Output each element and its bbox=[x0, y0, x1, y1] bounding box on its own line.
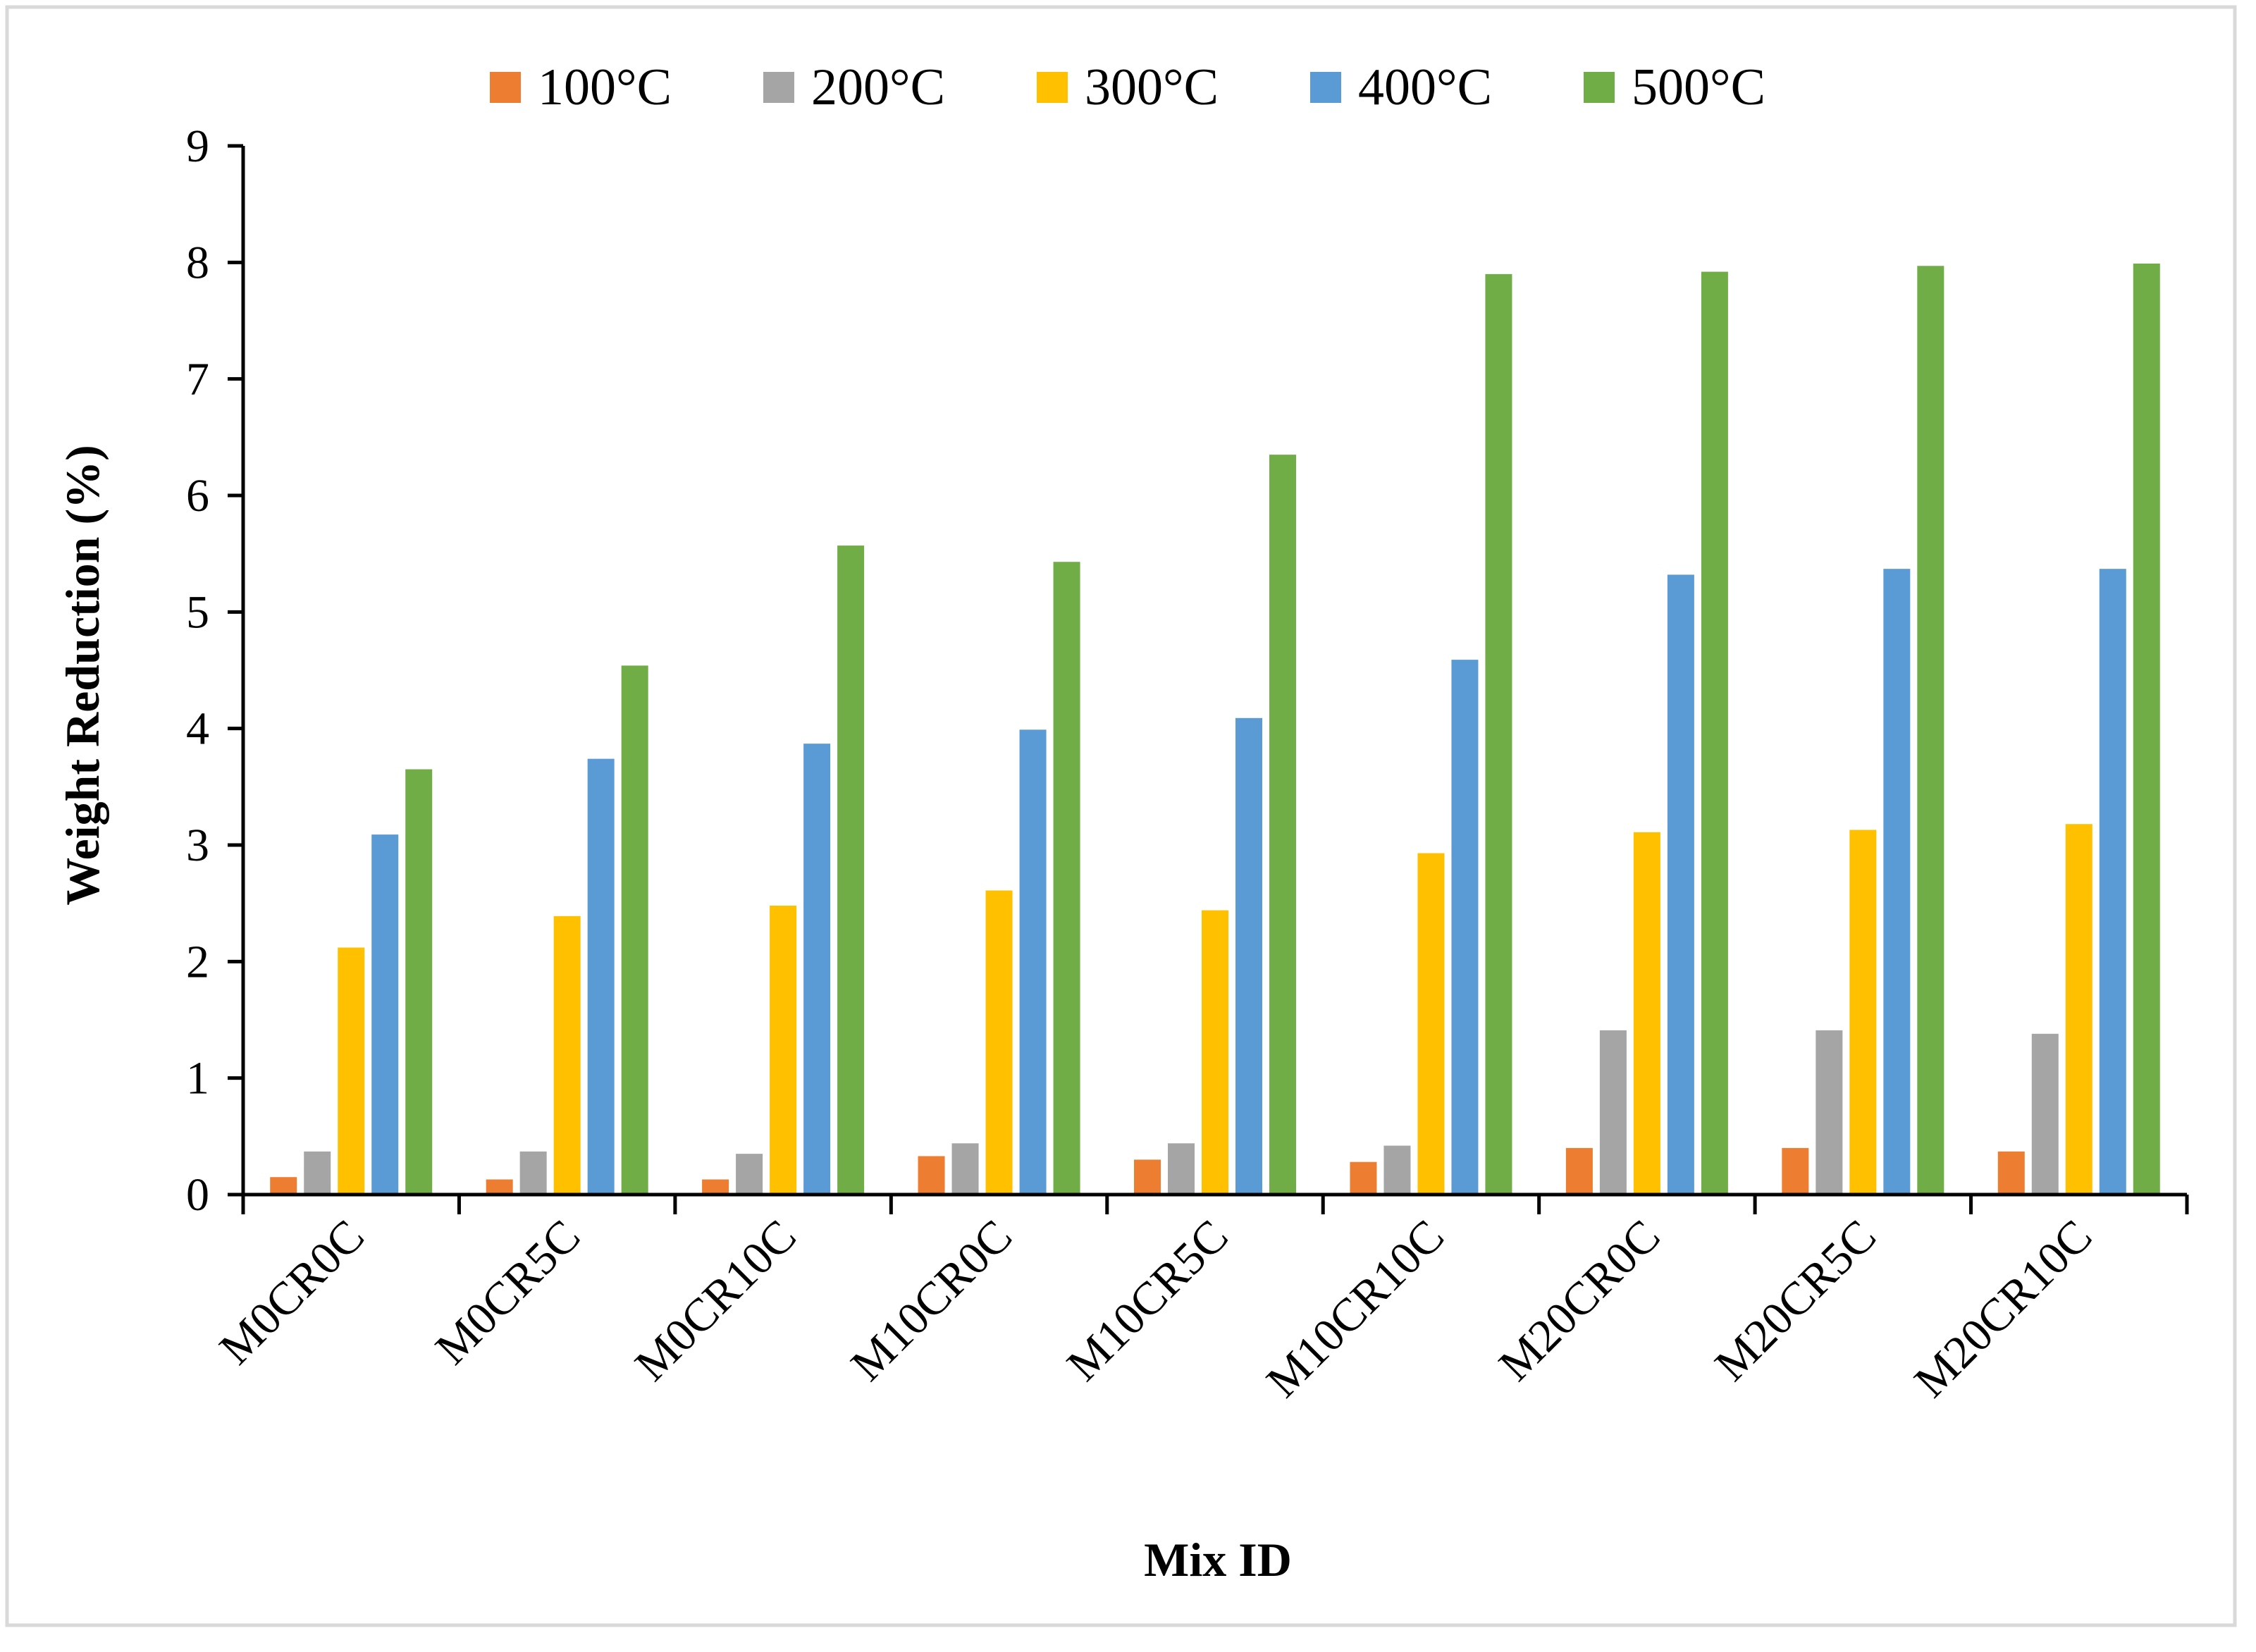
y-tick-label: 3 bbox=[186, 820, 209, 871]
legend-swatch-200°C bbox=[763, 72, 794, 103]
bar-500°C-M20CR5C bbox=[1917, 266, 1944, 1195]
legend-label-300°C: 300°C bbox=[1085, 58, 1219, 116]
legend: 100°C 200°C 300°C 400°C 500°C bbox=[490, 58, 1765, 116]
bar-200°C-M10CR10C bbox=[1383, 1145, 1411, 1195]
bar-300°C-M20CR0C bbox=[1633, 832, 1660, 1195]
y-axis-title: Weight Reduction (%) bbox=[56, 445, 109, 906]
bar-100°C-M0CR0C bbox=[270, 1177, 297, 1195]
bar-400°C-M10CR5C bbox=[1235, 717, 1262, 1195]
bar-300°C-M0CR10C bbox=[770, 905, 797, 1195]
y-tick-label: 2 bbox=[186, 936, 209, 987]
bar-100°C-M10CR10C bbox=[1350, 1161, 1377, 1195]
bar-300°C-M10CR0C bbox=[985, 890, 1013, 1195]
legend-swatch-400°C bbox=[1310, 72, 1341, 103]
bar-400°C-M0CR5C bbox=[587, 758, 615, 1195]
bar-300°C-M10CR5C bbox=[1202, 910, 1228, 1195]
y-tick-label: 4 bbox=[186, 703, 209, 755]
bar-500°C-M10CR10C bbox=[1485, 273, 1512, 1195]
bar-100°C-M10CR5C bbox=[1134, 1159, 1161, 1195]
y-tick-label: 7 bbox=[186, 354, 209, 405]
bar-500°C-M20CR0C bbox=[1701, 271, 1728, 1195]
legend-swatch-500°C bbox=[1584, 72, 1615, 103]
y-tick-label: 8 bbox=[186, 237, 209, 288]
x-axis-title: Mix ID bbox=[1144, 1533, 1292, 1586]
bar-400°C-M10CR0C bbox=[1019, 729, 1047, 1195]
legend-swatch-300°C bbox=[1037, 72, 1068, 103]
bar-400°C-M10CR10C bbox=[1451, 660, 1479, 1195]
bar-200°C-M10CR0C bbox=[951, 1143, 979, 1195]
bar-300°C-M0CR5C bbox=[553, 916, 581, 1195]
chart-border bbox=[5, 5, 2237, 1627]
y-tick-label: 0 bbox=[186, 1169, 209, 1221]
bar-500°C-M0CR5C bbox=[621, 665, 648, 1195]
bar-500°C-M10CR0C bbox=[1053, 562, 1080, 1195]
bar-200°C-M0CR10C bbox=[736, 1154, 763, 1195]
bar-200°C-M0CR5C bbox=[519, 1151, 547, 1195]
bars-group bbox=[270, 263, 2160, 1195]
bar-100°C-M10CR0C bbox=[918, 1156, 945, 1195]
bar-100°C-M20CR10C bbox=[1997, 1151, 2025, 1195]
bar-400°C-M20CR10C bbox=[2099, 569, 2126, 1195]
y-tick-label: 9 bbox=[186, 121, 209, 172]
bar-300°C-M0CR0C bbox=[338, 947, 365, 1195]
bar-300°C-M10CR10C bbox=[1417, 853, 1445, 1195]
bar-200°C-M10CR5C bbox=[1168, 1143, 1195, 1195]
bar-100°C-M0CR5C bbox=[486, 1179, 513, 1195]
legend-label-200°C: 200°C bbox=[811, 58, 945, 116]
bar-400°C-M0CR10C bbox=[803, 744, 831, 1195]
bar-400°C-M0CR0C bbox=[371, 834, 399, 1195]
y-tick-label: 5 bbox=[186, 586, 209, 638]
bar-100°C-M20CR0C bbox=[1565, 1147, 1593, 1195]
legend-label-500°C: 500°C bbox=[1632, 58, 1765, 116]
bar-500°C-M0CR0C bbox=[405, 769, 433, 1195]
bar-200°C-M0CR0C bbox=[304, 1151, 331, 1195]
bar-300°C-M20CR10C bbox=[2065, 824, 2092, 1195]
bar-500°C-M0CR10C bbox=[837, 545, 865, 1195]
y-tick-label: 6 bbox=[186, 470, 209, 522]
bar-200°C-M20CR0C bbox=[1599, 1030, 1627, 1195]
bar-500°C-M20CR10C bbox=[2133, 263, 2160, 1195]
legend-swatch-100°C bbox=[490, 72, 521, 103]
y-tick-label: 1 bbox=[186, 1053, 209, 1104]
bar-200°C-M20CR10C bbox=[2031, 1033, 2059, 1195]
legend-label-100°C: 100°C bbox=[538, 58, 672, 116]
bar-100°C-M20CR5C bbox=[1782, 1147, 1809, 1195]
bar-300°C-M20CR5C bbox=[1849, 830, 1877, 1195]
bar-400°C-M20CR0C bbox=[1667, 574, 1694, 1195]
bar-200°C-M20CR5C bbox=[1816, 1030, 1843, 1195]
bar-500°C-M10CR5C bbox=[1269, 455, 1296, 1195]
legend-label-400°C: 400°C bbox=[1358, 58, 1492, 116]
bar-400°C-M20CR5C bbox=[1883, 569, 1911, 1195]
bar-100°C-M0CR10C bbox=[702, 1179, 729, 1195]
